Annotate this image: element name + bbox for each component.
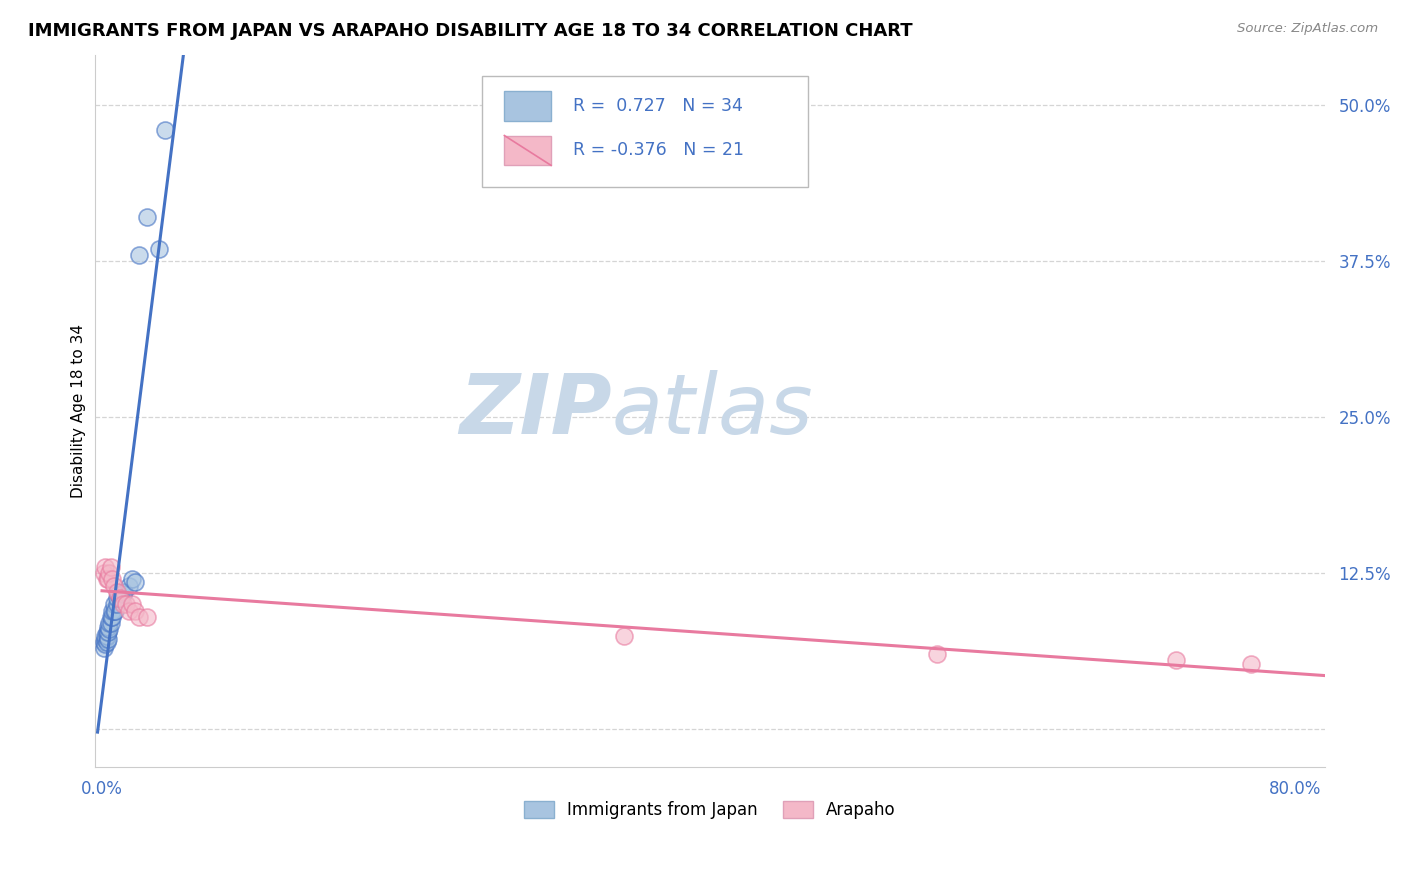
Point <box>101 609 124 624</box>
Text: R = -0.376   N = 21: R = -0.376 N = 21 <box>574 142 744 160</box>
Point <box>103 603 125 617</box>
Point <box>103 578 125 592</box>
Point <box>97 572 120 586</box>
Point <box>98 622 121 636</box>
Point <box>97 632 120 647</box>
Point <box>94 559 117 574</box>
Text: Source: ZipAtlas.com: Source: ZipAtlas.com <box>1237 22 1378 36</box>
Point <box>105 591 128 605</box>
Point <box>135 609 157 624</box>
Point <box>100 559 122 574</box>
Point <box>111 587 134 601</box>
Text: IMMIGRANTS FROM JAPAN VS ARAPAHO DISABILITY AGE 18 TO 34 CORRELATION CHART: IMMIGRANTS FROM JAPAN VS ARAPAHO DISABIL… <box>28 22 912 40</box>
Point <box>108 591 131 605</box>
Point <box>94 632 117 647</box>
Point <box>100 609 122 624</box>
Point <box>1164 653 1187 667</box>
Point <box>124 603 146 617</box>
Point <box>97 620 120 634</box>
FancyBboxPatch shape <box>482 77 808 186</box>
Point <box>104 603 127 617</box>
Point <box>96 624 118 639</box>
Bar <box>505 91 551 121</box>
Point <box>96 572 118 586</box>
Point <box>96 628 118 642</box>
Point <box>94 637 117 651</box>
Point <box>115 597 138 611</box>
Text: R =  0.727   N = 34: R = 0.727 N = 34 <box>574 97 744 115</box>
Point <box>105 584 128 599</box>
Point <box>105 597 128 611</box>
Point <box>927 647 949 661</box>
Point <box>93 566 115 580</box>
Text: ZIP: ZIP <box>458 370 612 451</box>
Point <box>128 248 150 262</box>
Point <box>98 566 121 580</box>
Text: atlas: atlas <box>612 370 813 451</box>
Point <box>124 574 146 589</box>
Point <box>135 211 157 225</box>
Y-axis label: Disability Age 18 to 34: Disability Age 18 to 34 <box>72 324 86 498</box>
Point <box>153 123 176 137</box>
Point <box>148 242 170 256</box>
Point <box>93 634 115 648</box>
Point <box>103 597 125 611</box>
Point <box>107 587 129 601</box>
Point <box>100 615 122 630</box>
Legend: Immigrants from Japan, Arapaho: Immigrants from Japan, Arapaho <box>517 794 903 826</box>
Point <box>118 603 141 617</box>
Point <box>128 609 150 624</box>
Point <box>112 584 135 599</box>
Point <box>118 578 141 592</box>
Point <box>98 615 121 630</box>
Point <box>93 640 115 655</box>
Point <box>613 628 636 642</box>
Point <box>121 572 143 586</box>
Point <box>94 628 117 642</box>
Point <box>108 591 131 605</box>
Point <box>101 603 124 617</box>
Point <box>110 591 132 605</box>
Point <box>111 597 134 611</box>
Bar <box>505 136 551 165</box>
Point <box>1239 657 1261 672</box>
Point <box>121 597 143 611</box>
Point <box>101 572 124 586</box>
Point <box>97 624 120 639</box>
Point <box>96 634 118 648</box>
